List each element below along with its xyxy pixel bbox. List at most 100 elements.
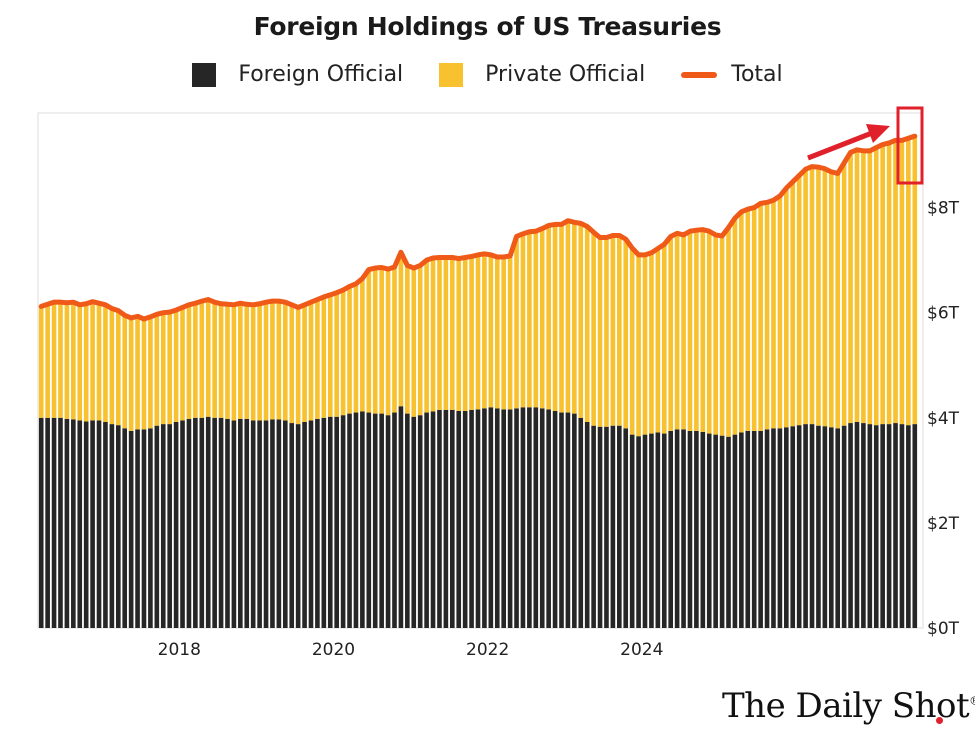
bar-private-official — [629, 248, 635, 435]
bar-foreign-official — [706, 433, 712, 628]
y-tick-label: $4T — [927, 409, 960, 429]
bar-foreign-official — [456, 410, 462, 628]
bar-private-official — [276, 301, 282, 420]
bar-private-official — [886, 142, 892, 425]
bar-foreign-official — [160, 424, 166, 628]
bar-private-official — [225, 304, 230, 419]
bar-foreign-official — [841, 425, 847, 628]
bar-private-official — [385, 269, 391, 416]
bar-private-official — [700, 229, 706, 432]
bar-foreign-official — [315, 418, 320, 628]
bar-foreign-official — [661, 433, 667, 628]
total-line — [38, 133, 918, 322]
bar-private-official — [617, 235, 622, 426]
bar-private-official — [488, 254, 494, 408]
bar-foreign-official — [96, 420, 102, 628]
bar-foreign-official — [758, 430, 763, 628]
bar-private-official — [58, 302, 63, 418]
bar-foreign-official — [835, 428, 841, 628]
bar-foreign-official — [809, 424, 815, 628]
bar-private-official — [77, 304, 83, 421]
bar-private-official — [494, 256, 500, 409]
bar-private-official — [796, 175, 802, 426]
legend-item-private-official: Private Official — [439, 62, 645, 87]
bar-foreign-official — [674, 429, 680, 628]
highlight-annotation — [807, 106, 924, 185]
bar-foreign-official — [77, 420, 83, 628]
legend-label-private-official: Private Official — [485, 62, 646, 87]
bar-foreign-official — [405, 413, 410, 628]
bar-private-official — [45, 304, 50, 418]
legend-swatch-total — [681, 71, 718, 78]
bar-private-official — [726, 227, 731, 437]
bar-foreign-official — [520, 407, 526, 628]
bar-private-official — [565, 220, 571, 413]
bar-foreign-official — [668, 430, 674, 628]
bar-private-official — [347, 286, 352, 414]
bar-private-official — [694, 230, 699, 431]
bar-foreign-official — [38, 417, 44, 628]
bar-foreign-official — [507, 409, 513, 628]
bar-private-official — [604, 237, 609, 427]
bar-foreign-official — [527, 407, 532, 628]
bar-private-official — [559, 224, 564, 413]
bar-private-official — [295, 307, 301, 425]
bar-foreign-official — [173, 422, 179, 628]
bar-private-official — [880, 145, 885, 425]
bar-foreign-official — [263, 420, 269, 628]
bar-foreign-official — [231, 420, 237, 628]
brand-logo: The Daily Shot® — [722, 686, 975, 726]
bar-foreign-official — [218, 417, 224, 628]
bar-private-official — [501, 256, 506, 410]
bar-foreign-official — [629, 434, 635, 628]
bar-private-official — [353, 283, 359, 413]
bar-private-official — [154, 314, 160, 426]
annotation-highlight-box — [896, 106, 924, 185]
bar-private-official — [340, 290, 346, 416]
bar-private-official — [238, 303, 243, 419]
bar-private-official — [912, 136, 918, 425]
bar-foreign-official — [109, 424, 115, 628]
bar-foreign-official — [379, 413, 384, 628]
bar-foreign-official — [623, 428, 629, 628]
bar-private-official — [180, 307, 185, 421]
bar-private-official — [706, 231, 712, 434]
bar-private-official — [514, 236, 519, 409]
brand-registered-mark: ® — [969, 694, 975, 708]
bar-foreign-official — [238, 418, 243, 628]
bar-private-official — [687, 231, 693, 431]
bar-private-official — [250, 304, 256, 421]
bar-private-official — [507, 255, 513, 410]
bar-private-official — [636, 254, 641, 437]
bar-private-official — [732, 218, 738, 435]
bar-foreign-official — [559, 412, 564, 628]
bar-foreign-official — [128, 430, 134, 628]
bar-private-official — [841, 162, 847, 426]
bar-foreign-official — [751, 430, 757, 628]
bar-foreign-official — [694, 430, 699, 628]
bar-private-official — [713, 234, 718, 435]
bar-foreign-official — [430, 411, 436, 628]
bar-foreign-official — [681, 429, 686, 628]
bar-foreign-official — [912, 424, 918, 628]
bar-foreign-official — [501, 409, 506, 628]
bar-private-official — [482, 253, 487, 409]
bar-private-official — [270, 301, 275, 420]
bar-foreign-official — [745, 430, 751, 628]
bar-private-official — [109, 308, 115, 425]
bar-private-official — [719, 235, 725, 436]
bar-foreign-official — [462, 410, 468, 628]
bar-foreign-official — [135, 429, 140, 628]
bar-private-official — [790, 181, 796, 427]
legend-item-foreign-official: Foreign Official — [192, 62, 403, 87]
bar-foreign-official — [225, 418, 230, 628]
bar-private-official — [661, 244, 667, 434]
bar-private-official — [231, 304, 237, 421]
bar-foreign-official — [514, 408, 519, 628]
bar-private-official — [520, 233, 526, 408]
bar-private-official — [327, 294, 333, 417]
bar-private-official — [739, 211, 744, 433]
bar-foreign-official — [308, 420, 314, 628]
bar-private-official — [212, 302, 217, 418]
bar-foreign-official — [488, 407, 494, 628]
